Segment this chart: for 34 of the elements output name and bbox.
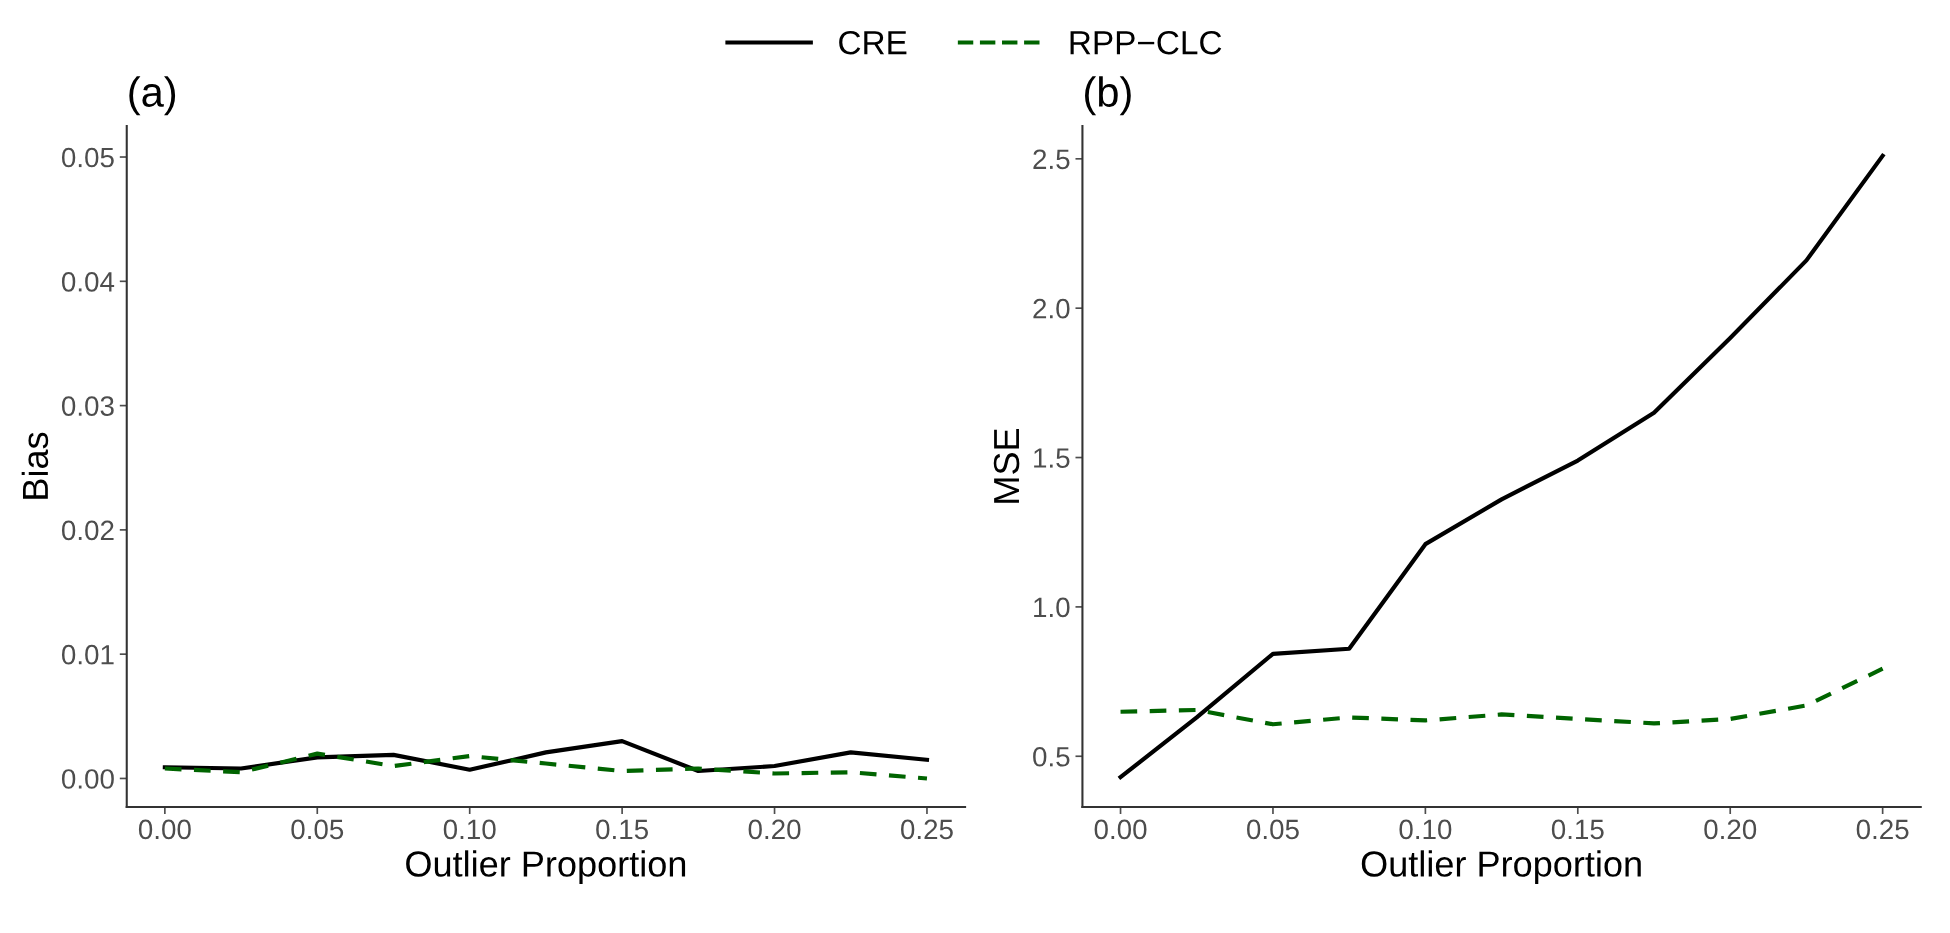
y-tick-label: 1.5 <box>1034 448 1070 468</box>
y-tick-label: 2.0 <box>1033 298 1070 319</box>
legend-label: CRE <box>839 30 907 55</box>
legend-label: RPP−CLC <box>1070 30 1222 55</box>
y-tick-label: 0.04 <box>61 271 115 292</box>
x-axis-title: Outlier Proportion <box>1361 850 1641 884</box>
y-tick-label: 0.01 <box>61 644 114 665</box>
x-tick-label: 0.10 <box>443 819 496 840</box>
line-series <box>1118 666 1885 727</box>
x-tick-label: 0.15 <box>1551 819 1604 840</box>
y-tick-label: 2.5 <box>1033 149 1070 170</box>
y-tick-label: 0.03 <box>61 396 114 416</box>
x-tick-label: 0.05 <box>1247 819 1299 840</box>
x-tick-label: 0.05 <box>291 819 344 840</box>
x-tick-label: 0.10 <box>1399 819 1452 840</box>
y-tick-label: 0.05 <box>61 147 114 168</box>
x-tick-label: 0.00 <box>1094 819 1147 840</box>
x-tick-label: 0.25 <box>901 819 953 840</box>
chart-title: (b) <box>1085 76 1131 116</box>
x-tick-label: 0.20 <box>1704 819 1757 840</box>
y-axis-title: MSE <box>993 428 1020 503</box>
x-tick-label: 0.15 <box>596 819 648 840</box>
y-tick-label: 0.5 <box>1033 746 1070 767</box>
y-tick-label: 0.00 <box>61 769 114 789</box>
x-tick-label: 0.00 <box>138 819 191 840</box>
line-series <box>1118 153 1885 780</box>
y-tick-label: 1.0 <box>1034 597 1070 618</box>
y-axis-title: Bias <box>21 432 49 499</box>
x-axis-title: Outlier Proportion <box>406 850 686 884</box>
x-tick-label: 0.20 <box>748 819 801 840</box>
x-tick-label: 0.25 <box>1856 819 1909 840</box>
line-series <box>162 751 930 781</box>
chart-title: (a) <box>129 76 176 116</box>
y-tick-label: 0.02 <box>61 520 114 541</box>
